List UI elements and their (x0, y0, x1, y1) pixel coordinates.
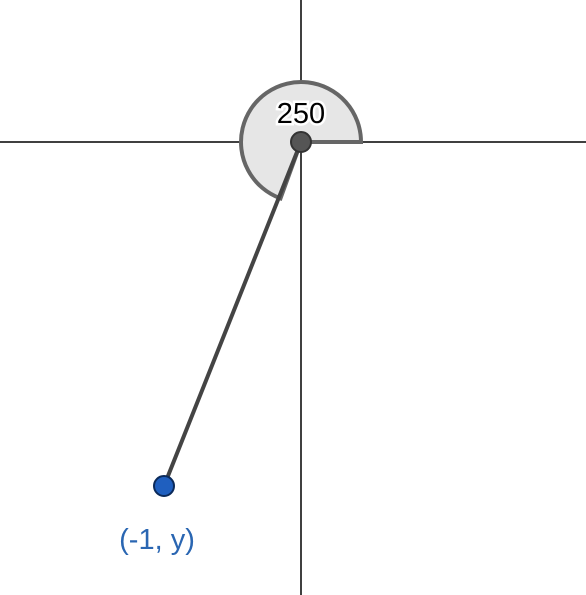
terminal-segment (162, 141, 303, 487)
angle-label: 250 (277, 98, 325, 130)
point-label: (-1, y) (119, 524, 195, 556)
terminal-point[interactable] (153, 475, 175, 497)
vertex-point[interactable] (290, 131, 312, 153)
